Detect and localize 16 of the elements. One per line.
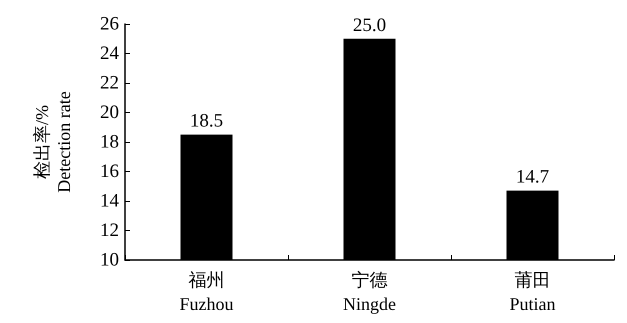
- data-label: 25.0: [352, 14, 386, 36]
- data-label: 18.5: [190, 110, 224, 132]
- x-tick-label: 莆田 Putian: [509, 270, 556, 314]
- y-tick-label: 16: [100, 161, 119, 182]
- y-tick-label: 14: [100, 190, 120, 212]
- y-tick-label: 26: [100, 14, 119, 34]
- y-tick-label: 22: [100, 72, 119, 94]
- y-tick-label: 24: [100, 43, 120, 64]
- data-label: 14.7: [516, 166, 550, 188]
- y-tick-label: 18: [100, 132, 119, 152]
- x-tick-label: 宁德 Ningde: [343, 270, 396, 314]
- y-axis-title: 检出率/% Detection rate: [32, 91, 74, 193]
- y-tick-label: 10: [100, 250, 119, 270]
- x-tick-label: 福州 Fuzhou: [180, 270, 234, 314]
- y-tick-label: 20: [100, 102, 119, 123]
- y-tick-label: 12: [100, 220, 119, 241]
